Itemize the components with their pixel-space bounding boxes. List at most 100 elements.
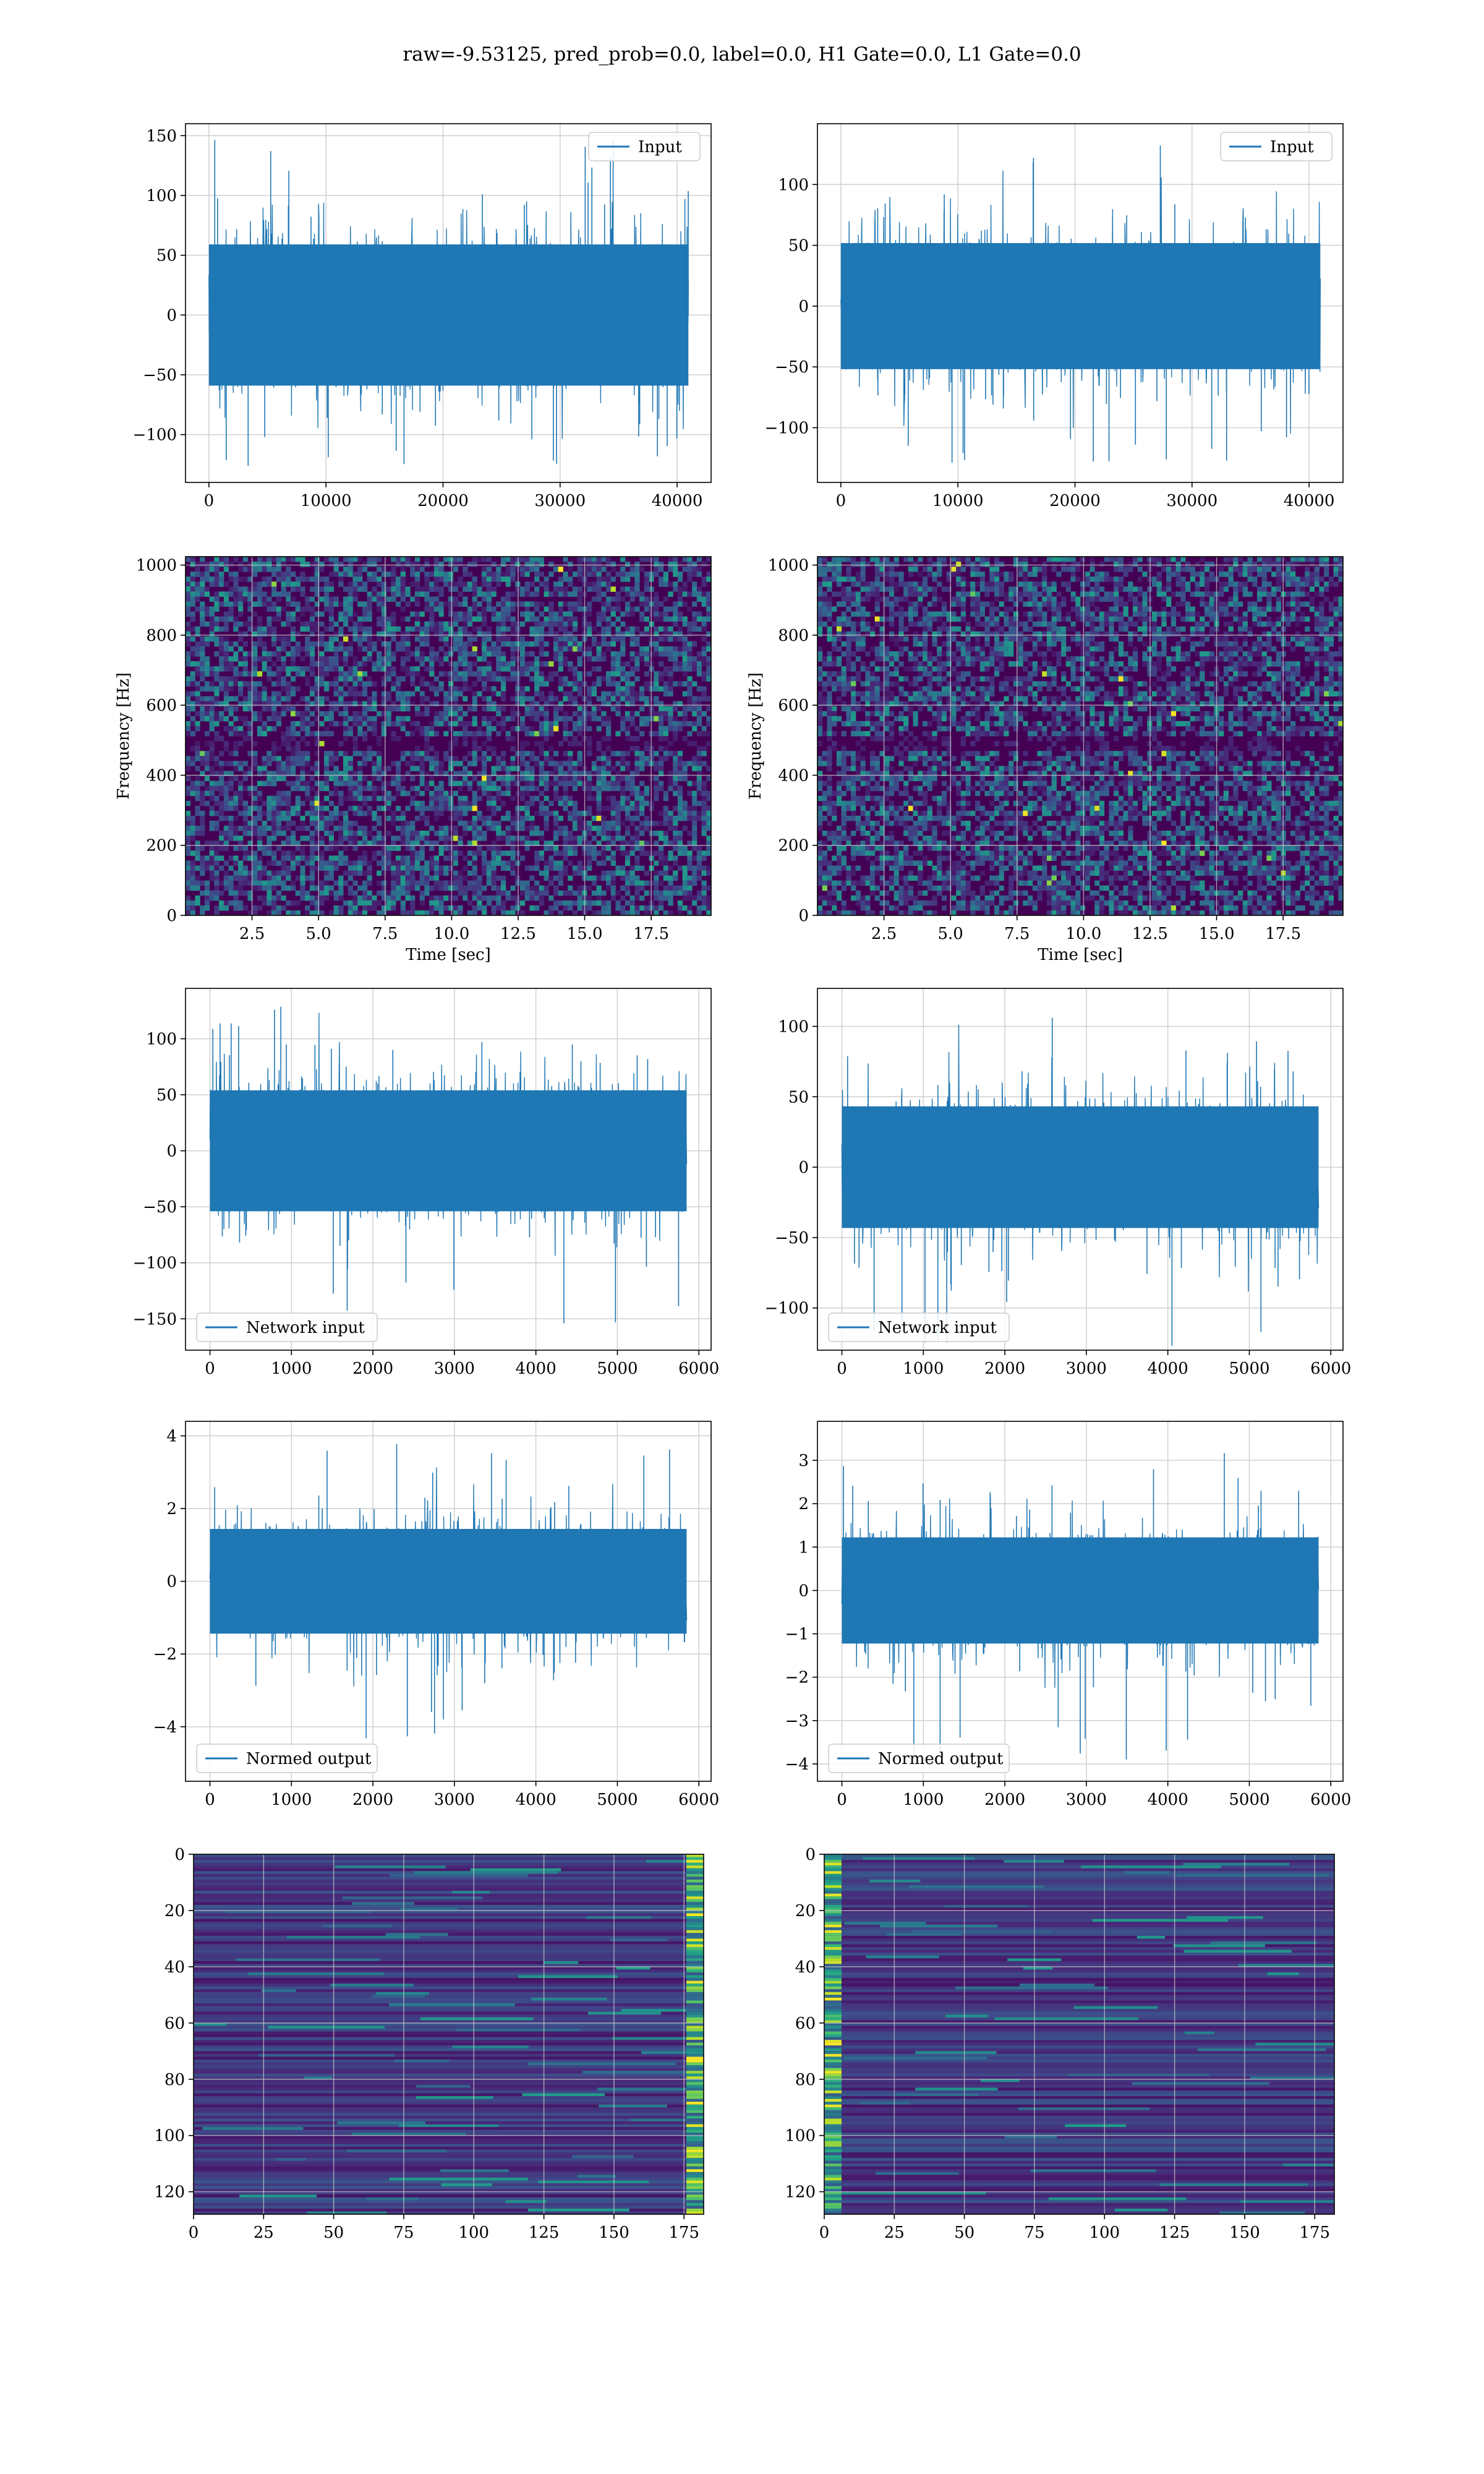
- y-tick-label: 80: [795, 2071, 816, 2089]
- x-tick-label: 100: [458, 2224, 489, 2242]
- x-tick-label: 12.5: [500, 925, 536, 943]
- x-tick-label: 1000: [903, 1791, 944, 1809]
- y-tick-label: 100: [778, 176, 809, 194]
- feature-map-l1-panel: 0 25 50 75 100 125 150 175 0 20 40 60 80 100 120: [785, 1846, 1335, 2242]
- x-tick-label: 0: [837, 1791, 847, 1809]
- x-tick-label: 40000: [652, 492, 703, 510]
- y-tick-label: 4: [166, 1427, 177, 1446]
- y-tick-label: −50: [775, 1229, 809, 1248]
- spectrogram-l1-x-axis-label: Time [sec]: [1038, 946, 1123, 964]
- y-tick-label: 50: [156, 1086, 177, 1105]
- input-h1-legend-label: Input: [638, 138, 682, 156]
- y-tick-label: 40: [795, 1958, 816, 1977]
- normed-output-h1-series-band: [210, 1529, 687, 1634]
- x-tick-label: 0: [205, 1359, 215, 1378]
- y-tick-label: 0: [798, 297, 809, 316]
- x-tick-label: 6000: [1310, 1359, 1351, 1378]
- x-tick-label: 15.0: [567, 925, 603, 943]
- y-tick-label: 600: [778, 696, 809, 715]
- x-tick-label: 3000: [1066, 1791, 1107, 1809]
- network-input-h1-legend-label: Network input: [246, 1319, 365, 1337]
- input-l1-panel: Input 0 10000 20000 30000 40000 −100 −50 0 50 100: [765, 123, 1344, 510]
- y-tick-label: 0: [166, 1573, 177, 1591]
- x-tick-label: 2000: [984, 1359, 1025, 1378]
- y-tick-label: 400: [778, 766, 809, 785]
- spectrogram-h1-x-axis-label: Time [sec]: [406, 946, 491, 964]
- x-tick-label: 175: [668, 2224, 699, 2242]
- x-tick-label: 6000: [1310, 1791, 1351, 1809]
- y-tick-label: 100: [778, 1017, 809, 1036]
- normed-output-l1-frame: [817, 1421, 1344, 1782]
- normed-output-l1-panel: Normed output 0 1000 2000 3000 4000 5000 6000 −4…: [785, 1421, 1351, 1809]
- figure-title: raw=-9.53125, pred_prob=0.0, label=0.0, …: [403, 43, 1081, 66]
- x-tick-label: 3000: [1066, 1359, 1107, 1378]
- x-tick-label: 5.0: [306, 925, 331, 943]
- normed-output-h1-legend: [196, 1744, 378, 1773]
- x-tick-label: 0: [205, 1791, 215, 1809]
- spectrogram-h1-cells: [186, 557, 711, 915]
- feature-map-l1-cells: [824, 1854, 1334, 2214]
- y-tick-label: 0: [174, 1846, 185, 1864]
- x-tick-label: 30000: [1166, 492, 1217, 510]
- x-tick-label: 3000: [434, 1359, 475, 1378]
- x-tick-label: 50: [954, 2224, 974, 2242]
- feature-map-l1-frame: [824, 1854, 1335, 2215]
- x-tick-label: 20000: [1049, 492, 1101, 510]
- y-tick-label: −100: [133, 426, 177, 445]
- input-h1-legend: [588, 132, 701, 161]
- y-tick-label: 0: [166, 306, 177, 325]
- x-tick-label: 5000: [1229, 1359, 1269, 1378]
- y-tick-label: 0: [798, 1582, 809, 1600]
- x-tick-label: 3000: [434, 1791, 475, 1809]
- x-tick-label: 1000: [903, 1359, 944, 1378]
- x-tick-label: 10000: [301, 492, 352, 510]
- y-tick-label: 600: [146, 696, 177, 715]
- x-tick-label: 50: [323, 2224, 344, 2242]
- y-tick-label: 150: [146, 127, 177, 145]
- x-tick-label: 10.0: [1065, 925, 1101, 943]
- x-tick-label: 6000: [678, 1791, 719, 1809]
- x-tick-label: 2.5: [239, 925, 265, 943]
- y-tick-label: −100: [133, 1254, 177, 1273]
- normed-output-l1-legend-label: Normed output: [878, 1750, 1004, 1768]
- y-tick-label: 200: [146, 837, 177, 855]
- y-tick-label: 0: [798, 1158, 809, 1177]
- x-tick-label: 1000: [271, 1359, 312, 1378]
- x-tick-label: 7.5: [1004, 925, 1030, 943]
- y-tick-label: −50: [775, 358, 809, 377]
- y-tick-label: 60: [164, 2014, 185, 2033]
- y-tick-label: −100: [765, 1299, 809, 1318]
- x-tick-label: 0: [819, 2224, 830, 2242]
- feature-map-h1-frame: [193, 1854, 704, 2215]
- x-tick-label: 30000: [534, 492, 586, 510]
- y-tick-label: 80: [164, 2071, 185, 2089]
- input-l1-legend: [1220, 132, 1333, 161]
- y-tick-label: −100: [765, 419, 809, 438]
- y-tick-label: −50: [143, 1198, 177, 1217]
- y-tick-label: −2: [785, 1669, 809, 1687]
- spectrogram-l1-panel: 2.5 5.0 7.5 10.0 12.5 15.0 17.5 0 200 400 600 800 10…: [746, 556, 1344, 964]
- normed-output-h1-legend-label: Normed output: [246, 1750, 372, 1768]
- y-tick-label: 800: [146, 627, 177, 645]
- x-tick-label: 40000: [1284, 492, 1335, 510]
- y-tick-label: 200: [778, 837, 809, 855]
- x-tick-label: 0: [836, 492, 846, 510]
- feature-map-h1-panel: 0 25 50 75 100 125 150 175 0 20 40 60 80 100 120: [154, 1846, 704, 2242]
- x-tick-label: 17.5: [1265, 925, 1301, 943]
- normed-output-h1-frame: [185, 1421, 712, 1782]
- x-tick-label: 5.0: [938, 925, 963, 943]
- spectrogram-l1-y-axis-label: Frequency [Hz]: [746, 672, 765, 800]
- x-tick-label: 5000: [597, 1359, 638, 1378]
- x-tick-label: 150: [1229, 2224, 1260, 2242]
- y-tick-label: −4: [153, 1718, 177, 1737]
- y-tick-label: 1000: [136, 557, 177, 575]
- x-tick-label: 10000: [932, 492, 984, 510]
- x-tick-label: 4000: [516, 1359, 556, 1378]
- y-tick-label: 1000: [768, 557, 809, 575]
- y-tick-label: 0: [166, 1142, 177, 1161]
- y-tick-label: 50: [788, 1088, 809, 1106]
- network-input-l1-series-band: [842, 1106, 1319, 1228]
- x-tick-label: 15.0: [1199, 925, 1235, 943]
- y-tick-label: 120: [154, 2183, 185, 2202]
